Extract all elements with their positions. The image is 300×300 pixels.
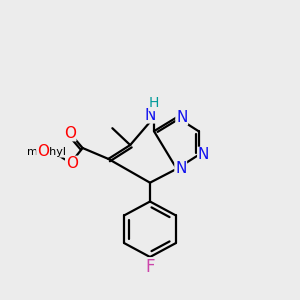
- Text: methyl: methyl: [28, 147, 67, 157]
- Text: N: N: [176, 110, 188, 125]
- Text: O: O: [64, 126, 76, 141]
- Text: O: O: [66, 156, 78, 171]
- Text: O: O: [37, 145, 49, 160]
- Text: F: F: [145, 258, 155, 276]
- Text: N: N: [144, 108, 156, 123]
- Text: N: N: [175, 161, 186, 176]
- Text: H: H: [149, 96, 159, 110]
- Text: N: N: [198, 148, 209, 163]
